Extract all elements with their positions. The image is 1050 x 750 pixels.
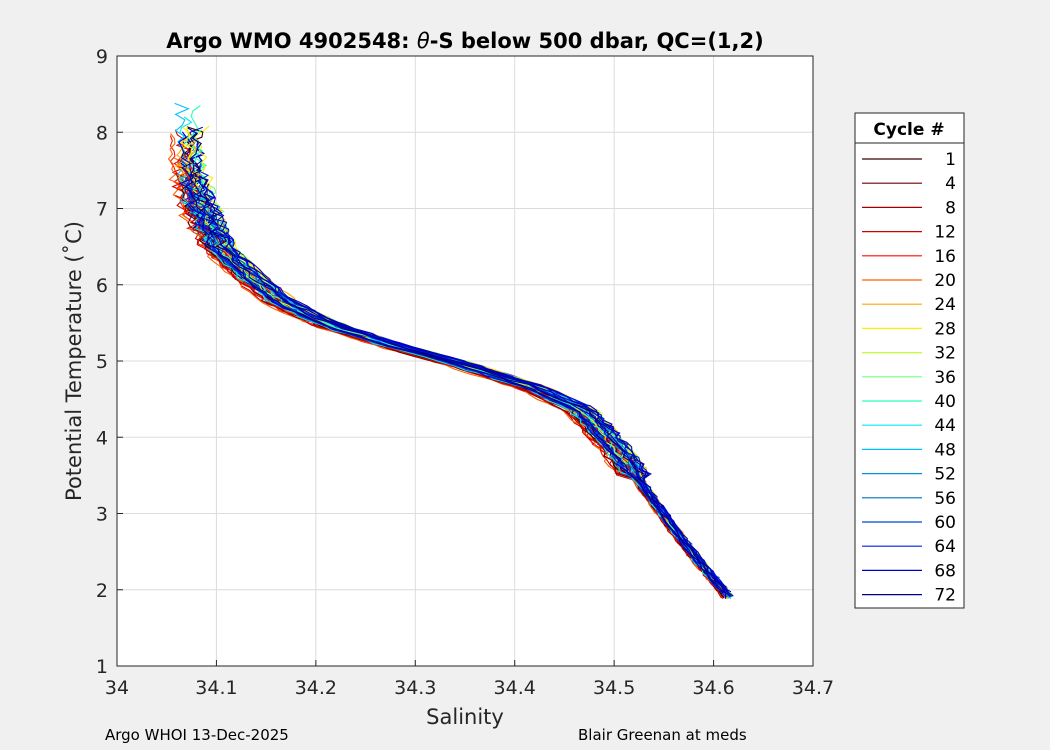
- legend-label-1: 1: [945, 150, 956, 170]
- legend-label-8: 8: [945, 198, 956, 218]
- y-tick-label: 6: [96, 275, 108, 297]
- x-tick-label: 34.5: [593, 677, 635, 699]
- legend-label-64: 64: [934, 537, 956, 557]
- footer-right: Blair Greenan at meds: [578, 726, 747, 744]
- profile-lines: [167, 102, 734, 600]
- profile-line-cycle-64: [210, 209, 729, 595]
- profile-line-cycle-68: [203, 188, 734, 597]
- x-tick-label: 34.1: [195, 677, 237, 699]
- legend-box: [854, 112, 965, 609]
- x-tick-label: 34: [105, 677, 129, 699]
- legend-label-44: 44: [934, 416, 956, 436]
- y-axis-ticks: 1 2 3 4 5 6 7 8 9: [96, 46, 123, 678]
- legend-title: Cycle #: [873, 120, 944, 140]
- y-tick-label: 2: [96, 580, 108, 602]
- legend-label-28: 28: [934, 319, 956, 339]
- x-tick-label: 34.2: [295, 677, 337, 699]
- y-axis-label: Potential Temperature (˚C): [62, 221, 86, 501]
- legend-label-40: 40: [934, 392, 956, 412]
- y-tick-label: 9: [96, 46, 108, 68]
- footer-left: Argo WHOI 13-Dec-2025: [105, 726, 289, 744]
- legend-label-60: 60: [934, 513, 956, 533]
- y-tick-label: 8: [96, 122, 108, 144]
- legend-label-68: 68: [934, 561, 956, 581]
- x-tick-label: 34.7: [792, 677, 834, 699]
- y-tick-label: 4: [96, 427, 108, 449]
- chart-title: Argo WMO 4902548: θ-S below 500 dbar, QC…: [166, 29, 763, 53]
- legend-label-32: 32: [934, 344, 956, 364]
- legend-label-48: 48: [934, 440, 956, 460]
- legend-label-24: 24: [934, 295, 956, 315]
- profile-line-cycle-72: [180, 162, 724, 594]
- legend-label-4: 4: [945, 174, 956, 194]
- x-axis-label: Salinity: [426, 705, 504, 729]
- legend-label-12: 12: [934, 223, 956, 243]
- y-tick-label: 3: [96, 504, 108, 526]
- x-axis-ticks: 34 34.1 34.2 34.3 34.4 34.5 34.6 34.7: [105, 660, 834, 699]
- legend-label-56: 56: [934, 489, 956, 509]
- y-tick-label: 7: [96, 199, 108, 221]
- y-tick-label: 1: [96, 656, 108, 678]
- x-tick-label: 34.3: [394, 677, 436, 699]
- legend-label-36: 36: [934, 368, 956, 388]
- x-tick-label: 34.6: [692, 677, 734, 699]
- legend-label-20: 20: [934, 271, 956, 291]
- legend: Cycle # 14812162024283236404448525660646…: [854, 112, 965, 609]
- legend-label-16: 16: [934, 247, 956, 267]
- profile-line-cycle-12: [175, 194, 722, 599]
- profile-line-cycle-72: [189, 132, 732, 597]
- legend-label-52: 52: [934, 465, 956, 485]
- x-tick-label: 34.4: [494, 677, 536, 699]
- legend-label-72: 72: [934, 586, 956, 606]
- y-tick-label: 5: [96, 351, 108, 373]
